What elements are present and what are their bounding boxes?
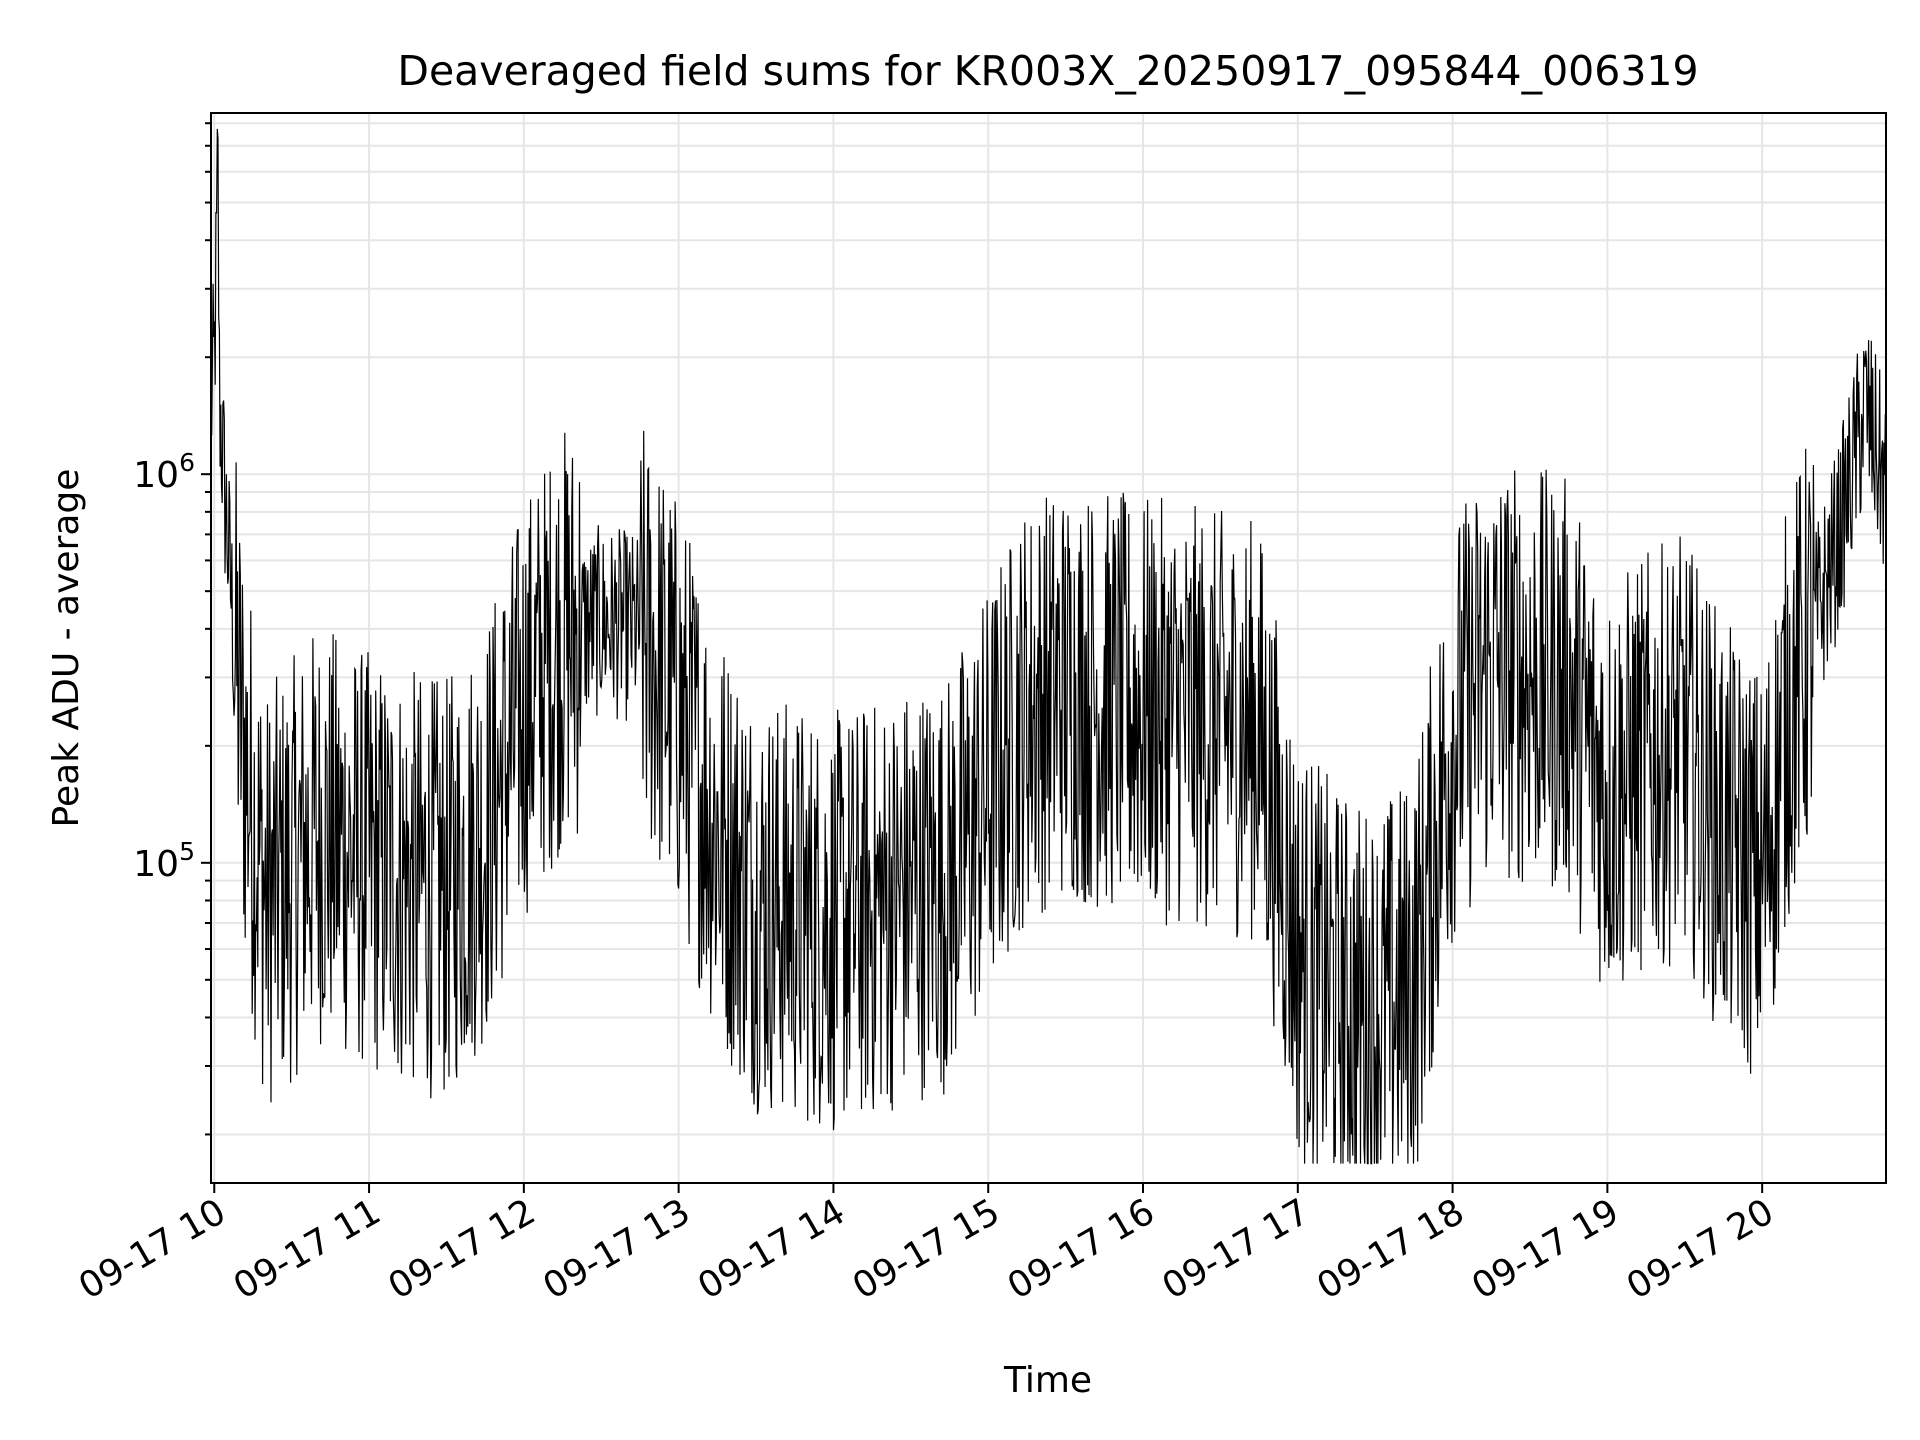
chart-title: Deaveraged field sums for KR003X_2025091… — [397, 47, 1698, 95]
y-tick-base: 10 — [133, 844, 179, 885]
series-line — [210, 128, 1887, 1165]
x-axis-label: Time — [1003, 1360, 1092, 1401]
series-layer — [210, 128, 1887, 1165]
y-tick-label: 105 — [133, 837, 195, 885]
y-tick-label: 106 — [133, 448, 195, 496]
y-axis-label: Peak ADU - average — [46, 469, 87, 828]
plot-frame — [210, 112, 1887, 1184]
x-gridlines — [213, 113, 1764, 1183]
y-tick-exponent: 6 — [179, 448, 195, 477]
y-tick-base: 10 — [133, 455, 179, 496]
y-tick-exponent: 5 — [179, 837, 195, 866]
